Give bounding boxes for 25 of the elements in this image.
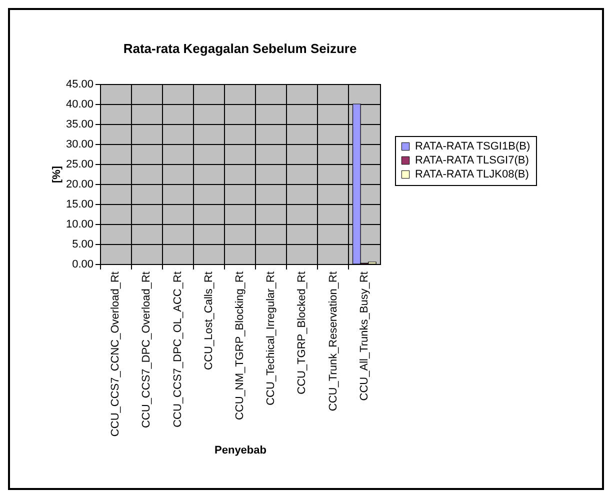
legend-label: RATA-RATA TLJK08(B)	[415, 168, 529, 180]
y-tick-label: 40.00	[66, 98, 94, 110]
y-tick-label: 25.00	[66, 158, 94, 170]
y-tick-label: 30.00	[66, 138, 94, 150]
x-tick-label: CCU_Lost_Calls_Rt	[202, 272, 215, 370]
y-tick-label: 20.00	[66, 178, 94, 190]
y-tick-label: 35.00	[66, 118, 94, 130]
x-tick-label: CCU_All_Trunks_Busy_Rt	[358, 272, 370, 401]
x-tick-label: CCU_Techical_Irregular_Rt	[265, 272, 278, 406]
y-tick-label: 45.00	[66, 78, 94, 90]
y-axis-title: [%]	[50, 166, 63, 184]
x-tick-label: CCU_CCS7_DPC_OL_ACC_Rt	[172, 272, 184, 428]
x-tick-label: CCU_CCS7_DPC_Overload_Rt	[140, 272, 153, 428]
legend-label: RATA-RATA TLSGI7(B)	[415, 154, 529, 166]
y-tick-label: 0.00	[72, 258, 94, 270]
y-tick-label: 10.00	[66, 218, 94, 230]
legend-label: RATA-RATA TSGI1B(B)	[415, 140, 530, 152]
y-tick-label: 15.00	[66, 198, 94, 210]
x-tick-label: CCU_TGRP_Blocked_Rt	[296, 272, 308, 394]
x-tick-label: CCU_Trunk_Reservation_Rt	[327, 272, 340, 412]
chart-title: Rata-rata Kegagalan Sebelum Seizure	[123, 41, 357, 56]
y-tick-label: 5.00	[72, 238, 94, 250]
x-tick-label: CCU_CCS7_CCNC_Overload_Rt	[110, 272, 122, 437]
x-tick-label: CCU_NM_TGRP_Blocking_Rt	[234, 272, 246, 420]
x-axis-title: Penyebab	[214, 444, 267, 457]
